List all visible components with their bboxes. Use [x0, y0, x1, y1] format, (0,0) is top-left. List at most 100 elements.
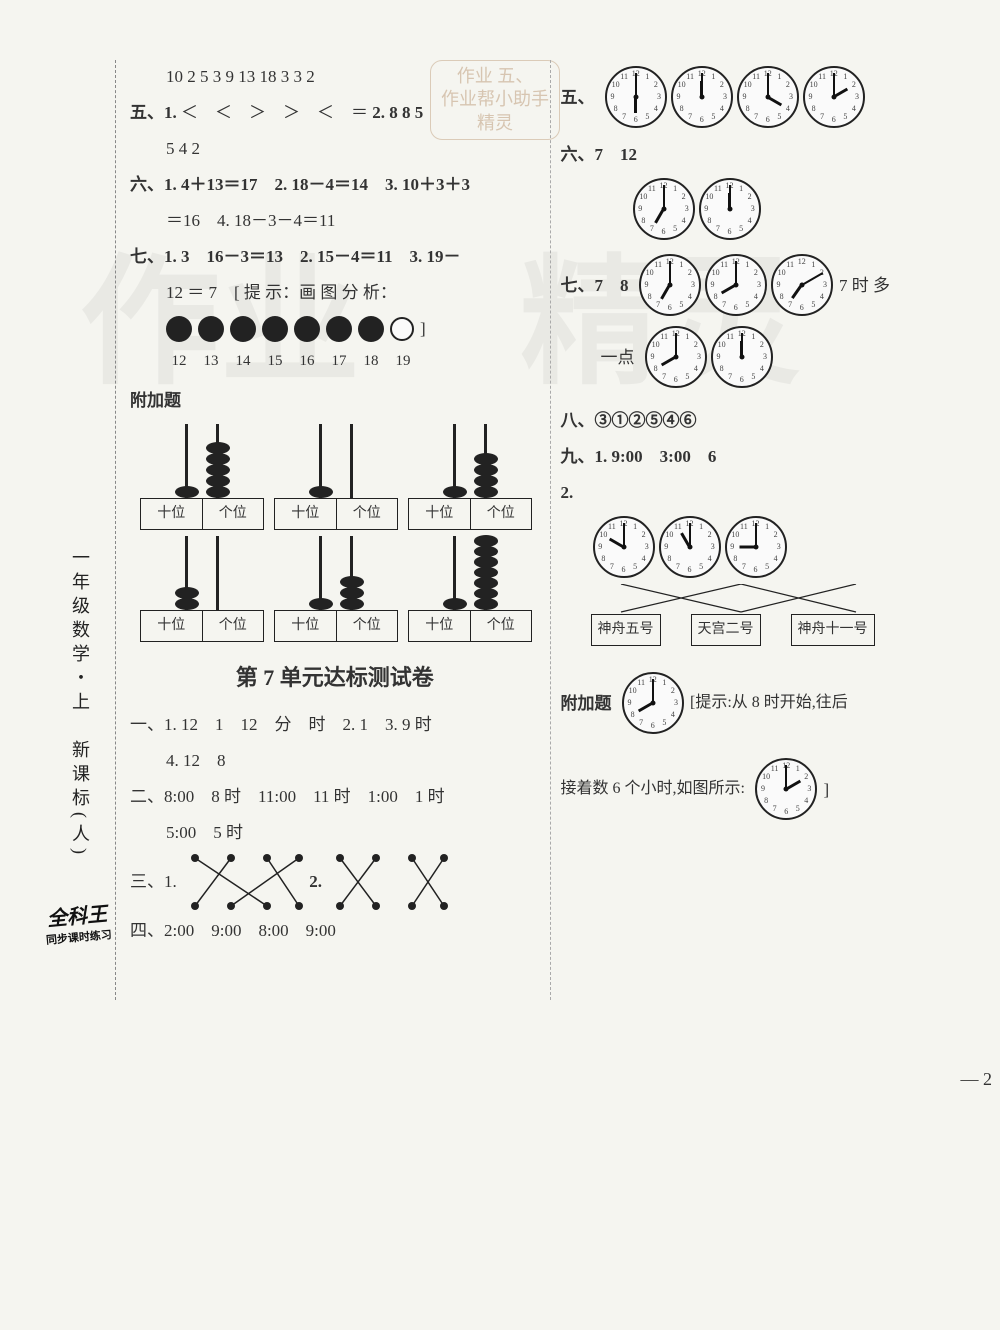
dot-label: 16: [294, 346, 320, 376]
left-column: 10 2 5 3 9 13 18 3 3 2 五、1. ＜ ＜ ＞ ＞ ＜ ＝ …: [120, 60, 551, 1000]
answer-text: 九、1. 9:00 3:00 6: [561, 447, 717, 466]
bonus-label: 附加题: [561, 695, 612, 712]
book-spine: 一年级数学・上 新课标(人) 全科王 同步课时练习: [55, 60, 105, 1000]
clock-icon: 123456789101112: [803, 66, 865, 128]
dot-label: 13: [198, 346, 224, 376]
text-line: 八、③①②⑤④⑥: [561, 404, 971, 438]
answer-text: 七、1. 3 16－3＝13 2. 15－4＝11 3. 19－: [130, 247, 461, 266]
dot-label: 18: [358, 346, 384, 376]
page-number: — 2: [961, 1069, 993, 1090]
spacecraft-label: 神舟十一号: [791, 614, 875, 646]
filled-dot: [294, 316, 320, 342]
page-content: 10 2 5 3 9 13 18 3 3 2 五、1. ＜ ＜ ＞ ＞ ＜ ＝ …: [120, 60, 980, 1000]
clock-row: 五、 1234567891011121234567891011121234567…: [561, 64, 971, 130]
text-line: 10 2 5 3 9 13 18 3 3 2: [130, 60, 540, 94]
filled-dot: [230, 316, 256, 342]
bracket: ]: [420, 312, 426, 346]
clock-icon: 123456789101112: [633, 178, 695, 240]
abacus: 十位个位: [140, 424, 264, 530]
label-row: 神舟五号 天宫二号 神舟十一号: [561, 614, 971, 646]
clock-icon: 123456789101112: [699, 178, 761, 240]
answer-text: 一点: [601, 349, 635, 366]
abacus-row: 十位个位十位个位十位个位: [130, 536, 540, 642]
bracket: ]: [823, 781, 829, 798]
spine-logo: 全科王 同步课时练习: [41, 897, 119, 1003]
hint-text: 接着数 6 个小时,如图所示:: [561, 781, 745, 797]
bonus-row: 附加题 123456789101112 [提示:从 8 时开始,往后: [561, 670, 971, 736]
q-number: 2.: [309, 865, 322, 899]
dot-sequence: ]: [130, 312, 540, 346]
dot-label: 19: [390, 346, 416, 376]
clock-icon: 123456789101112: [771, 254, 833, 316]
spine-title: 一年级数学・上 新课标(人): [67, 548, 93, 860]
answer-text: 六、1. 4＋13＝17 2. 18－4＝14 3. 10＋3＋3: [130, 175, 470, 194]
clock-icon: 123456789101112: [705, 254, 767, 316]
spacecraft-label: 天宫二号: [691, 614, 761, 646]
clock-row: 1234567891011121234567891011121234567891…: [561, 514, 971, 580]
clock-icon: 123456789101112: [711, 326, 773, 388]
right-column: 五、 1234567891011121234567891011121234567…: [551, 60, 981, 1000]
text-line: 5:00 5 时: [130, 816, 540, 850]
text-line: 七、1. 3 16－3＝13 2. 15－4＝11 3. 19－: [130, 240, 540, 274]
q-sub: 2. 8 8 5: [372, 103, 423, 122]
abacus: 十位个位: [274, 536, 398, 642]
clock-icon: 123456789101112: [671, 66, 733, 128]
abacus: 十位个位: [274, 424, 398, 530]
hint-text: [提示:从 8 时开始,往后: [690, 695, 848, 711]
text-line: 5 4 2: [130, 132, 540, 166]
dot-labels: 12 13 14 15 16 17 18 19: [130, 346, 540, 376]
clock-row: 七、7 8 1234567891011121234567891011121234…: [561, 252, 971, 318]
filled-dot: [358, 316, 384, 342]
text-line: 九、1. 9:00 3:00 6: [561, 440, 971, 474]
q-number: 2.: [561, 476, 971, 510]
text-line: 四、2:00 9:00 8:00 9:00: [130, 914, 540, 948]
answer-text: 八、③①②⑤④⑥: [561, 411, 697, 430]
abacus-row: 十位个位十位个位十位个位: [130, 424, 540, 530]
clock-icon: 123456789101112: [725, 516, 787, 578]
clock-icon: 123456789101112: [659, 516, 721, 578]
clock-icon: 123456789101112: [593, 516, 655, 578]
text-line: ＝16 4. 18－3－4＝11: [130, 204, 540, 238]
text-line: 六、1. 4＋13＝17 2. 18－4＝14 3. 10＋3＋3: [130, 168, 540, 202]
cross-lines: [561, 584, 971, 614]
abacus: 十位个位: [408, 536, 532, 642]
q-number: 三、1.: [130, 865, 177, 899]
answer-text: 7 时 多: [839, 277, 890, 294]
text-line: 一、1. 12 1 12 分 时 2. 1 3. 9 时: [130, 708, 540, 742]
filled-dot: [326, 316, 352, 342]
clock-icon: 123456789101112: [622, 672, 684, 734]
abacus: 十位个位: [140, 536, 264, 642]
q-number: 七、7 8: [561, 277, 629, 294]
text-line: 六、7 12: [561, 138, 971, 172]
clock-row: 123456789101112123456789101112: [561, 176, 971, 242]
bonus-row: 接着数 6 个小时,如图所示: 123456789101112 ]: [561, 756, 971, 822]
clock-icon: 123456789101112: [645, 326, 707, 388]
spacecraft-label: 神舟五号: [591, 614, 661, 646]
clock-row: 一点 123456789101112123456789101112: [561, 324, 971, 390]
text-line: 二、8:00 8 时 11:00 11 时 1:00 1 时: [130, 780, 540, 814]
clock-icon: 123456789101112: [639, 254, 701, 316]
match-row: 三、1. 2.: [130, 852, 540, 912]
q-number: 五、1.: [130, 103, 177, 122]
cut-line: [115, 60, 116, 1000]
unit-title: 第 7 单元达标测试卷: [130, 656, 540, 700]
filled-dot: [166, 316, 192, 342]
dot-label: 14: [230, 346, 256, 376]
text-line: 五、1. ＜ ＜ ＞ ＞ ＜ ＝ 2. 8 8 5: [130, 96, 540, 130]
bonus-label: 附加题: [130, 384, 540, 418]
filled-dot: [198, 316, 224, 342]
matching-diagram: [185, 852, 305, 912]
answer-text: ＜ ＜ ＞ ＞ ＜ ＝: [181, 103, 368, 122]
clock-icon: 123456789101112: [737, 66, 799, 128]
text-line: 12 ＝ 7 [ 提 示：画 图 分 析：: [130, 276, 540, 310]
q-number: 六、7 12: [561, 145, 638, 164]
dot-label: 12: [166, 346, 192, 376]
clock-icon: 123456789101112: [755, 758, 817, 820]
abacus: 十位个位: [408, 424, 532, 530]
open-dot: [390, 317, 414, 341]
dot-label: 15: [262, 346, 288, 376]
clock-icon: 123456789101112: [605, 66, 667, 128]
text-line: 4. 12 8: [130, 744, 540, 778]
q-number: 五、: [561, 89, 595, 106]
dot-label: 17: [326, 346, 352, 376]
